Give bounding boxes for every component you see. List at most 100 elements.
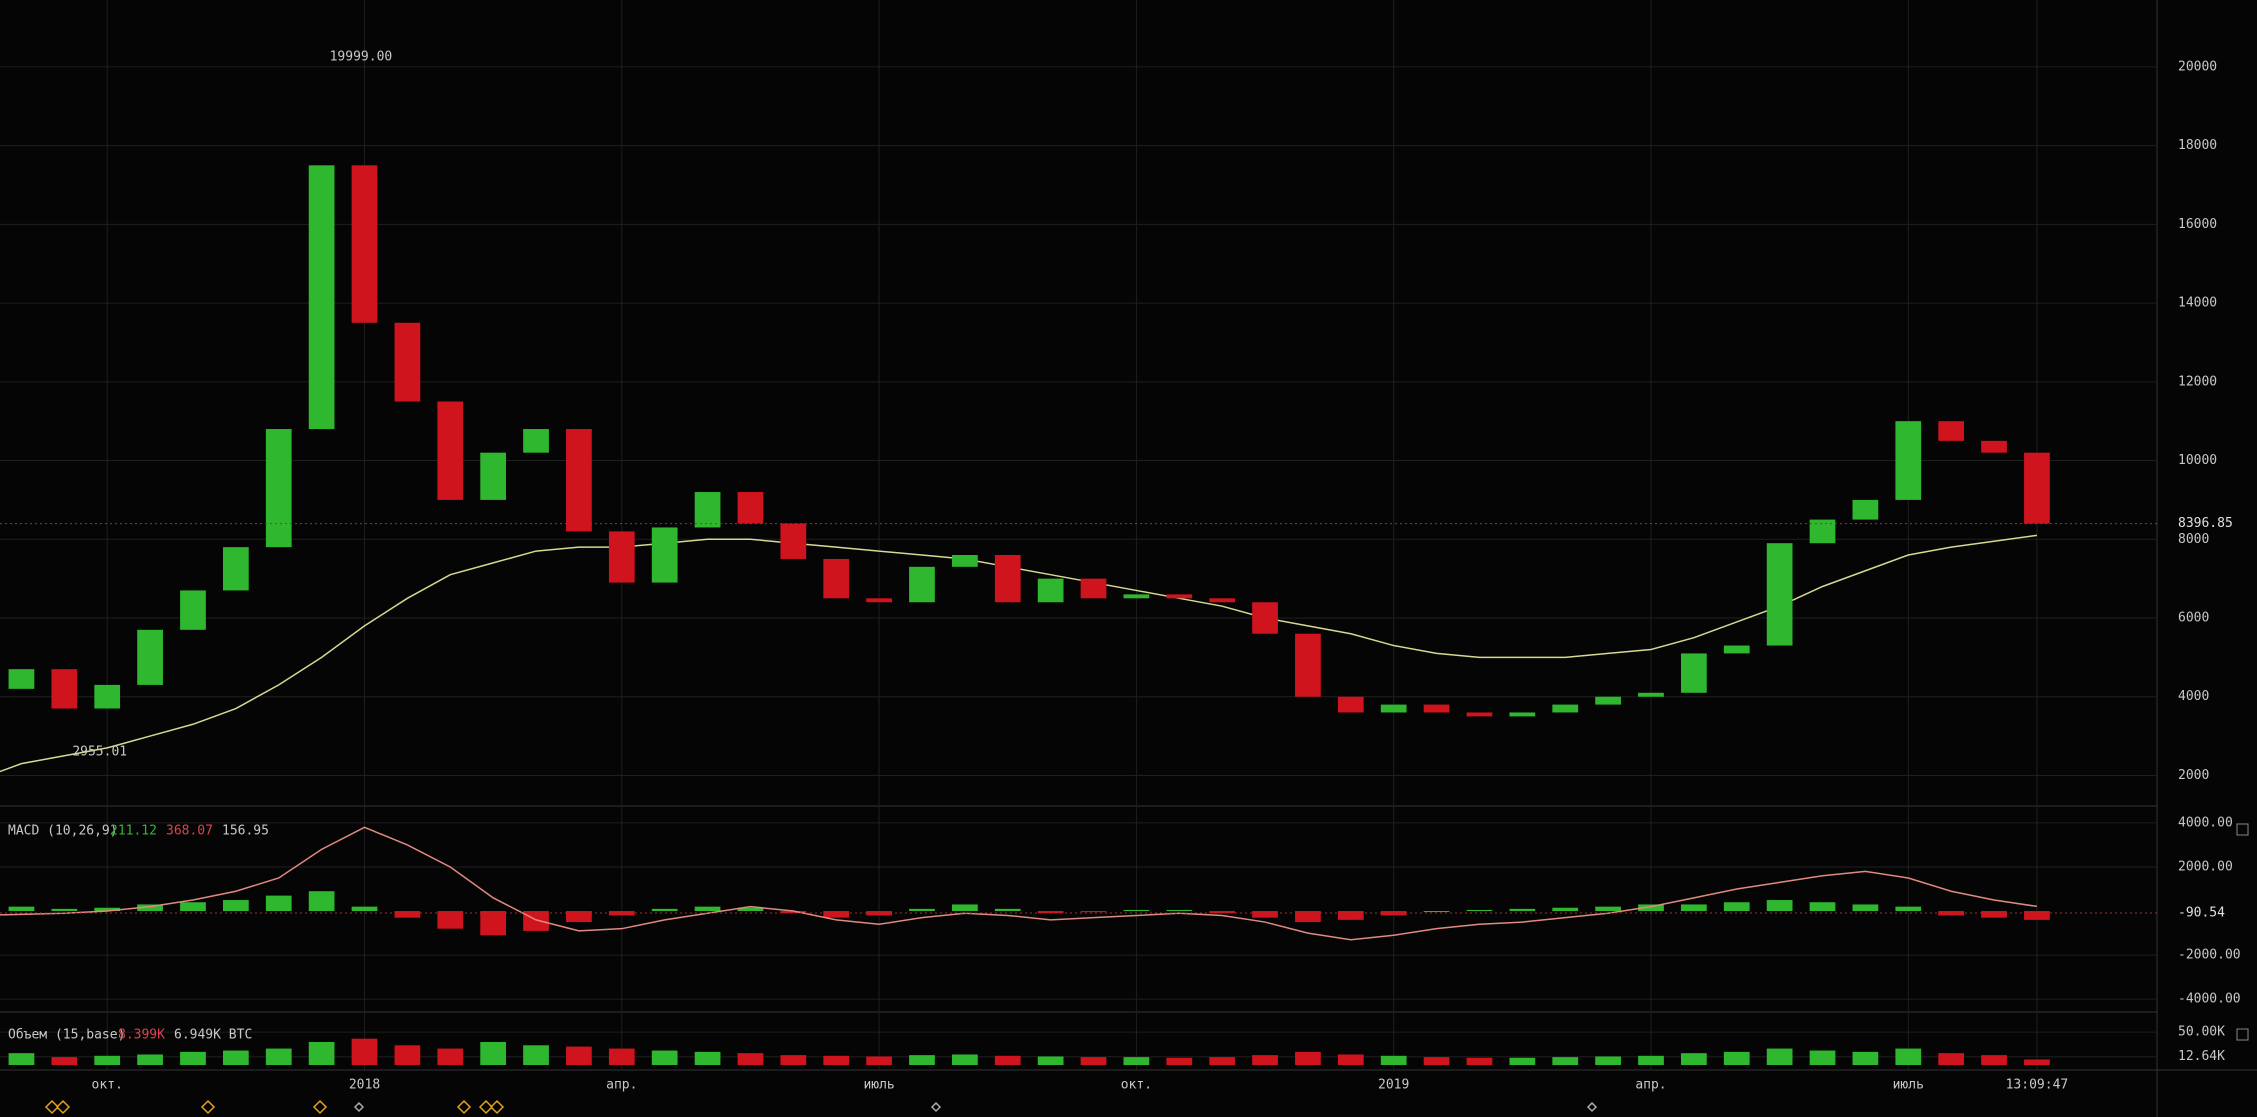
- panel-title: Объем (15,base): [8, 1028, 125, 1043]
- histogram-bar: [994, 908, 1021, 912]
- candle: [1037, 578, 1064, 603]
- histogram-bar: [94, 907, 121, 912]
- readout: 368.07: [166, 824, 213, 839]
- volume-bar: [1037, 1056, 1064, 1065]
- histogram-bar: [137, 904, 163, 912]
- candle: [951, 555, 978, 567]
- volume-bar: [1509, 1057, 1536, 1065]
- histogram-bar: [394, 911, 421, 918]
- x-tick-label: 13:09:47: [2006, 1078, 2069, 1093]
- candle: [437, 401, 464, 500]
- candle: [994, 555, 1021, 603]
- candle: [1809, 519, 1836, 544]
- volume-bar: [1423, 1057, 1450, 1065]
- volume-bar: [608, 1048, 635, 1065]
- y-tick-label: 2000: [2178, 768, 2209, 783]
- histogram-bar: [866, 911, 892, 916]
- volume-bar: [823, 1055, 850, 1065]
- volume-bar: [480, 1042, 507, 1065]
- y-tick-label: 50.00K: [2178, 1025, 2225, 1040]
- candle: [1080, 578, 1107, 599]
- candle: [1295, 633, 1321, 697]
- histogram-bar: [1380, 911, 1407, 916]
- last-price-label: 8396.85: [2178, 516, 2233, 531]
- readout: 6.949K BTC: [174, 1028, 252, 1043]
- histogram-bar: [480, 911, 507, 936]
- volume-bar: [94, 1055, 121, 1065]
- candle: [480, 452, 507, 500]
- histogram-bar: [694, 906, 721, 912]
- volume-bar: [437, 1048, 464, 1065]
- close-button[interactable]: [2236, 823, 2249, 836]
- macd-line: [0, 826, 2038, 941]
- y-tick-label: -4000.00: [2178, 992, 2241, 1007]
- histogram-bar: [1337, 911, 1364, 920]
- readout: 211.12: [110, 824, 157, 839]
- event-markers: [44, 1099, 1598, 1115]
- volume-bar: [1466, 1057, 1493, 1065]
- close-button[interactable]: [2236, 1028, 2249, 1041]
- volume-bar: [1723, 1051, 1750, 1065]
- candle: [909, 566, 935, 603]
- candle: [1380, 704, 1407, 713]
- candle: [51, 669, 78, 709]
- candle: [1166, 594, 1193, 599]
- volume-bar: [51, 1057, 78, 1065]
- y-tick-label: 10000: [2178, 453, 2217, 468]
- histogram-bar: [2024, 911, 2050, 920]
- volume-bar: [1209, 1057, 1236, 1065]
- annotation: 2955.01: [72, 744, 127, 759]
- histogram-bar: [1723, 902, 1750, 912]
- candle: [523, 429, 549, 453]
- y-tick-label: -2000.00: [2178, 948, 2241, 963]
- candle: [866, 598, 892, 603]
- y-tick-label: 12000: [2178, 374, 2217, 389]
- histogram-bar: [1552, 907, 1579, 912]
- candle: [1466, 712, 1493, 717]
- histogram-bar: [265, 895, 292, 912]
- x-tick-label: апр.: [606, 1078, 637, 1093]
- volume-bar: [1380, 1055, 1407, 1065]
- volume-bar: [1938, 1053, 1965, 1065]
- histogram-bar: [1423, 911, 1450, 913]
- volume-bar: [694, 1051, 721, 1065]
- candle: [1552, 704, 1579, 713]
- volume-bar: [566, 1046, 592, 1065]
- candle: [351, 165, 378, 323]
- volume-bar: [909, 1055, 935, 1065]
- volume-bar: [994, 1055, 1021, 1065]
- candle: [737, 492, 764, 524]
- x-tick-label: апр.: [1635, 1078, 1666, 1093]
- volume-bar: [394, 1045, 421, 1065]
- histogram-bar: [780, 911, 807, 914]
- histogram-bar: [8, 906, 35, 912]
- candle: [1938, 421, 1965, 441]
- candle: [780, 523, 807, 559]
- y-tick-label: 18000: [2178, 138, 2217, 153]
- histogram-bar: [1638, 904, 1664, 912]
- x-tick-label: 2019: [1378, 1078, 1409, 1093]
- event-marker: [353, 1101, 1598, 1113]
- histogram-bar: [1681, 904, 1707, 912]
- candle: [2024, 452, 2050, 524]
- histogram-bar: [1895, 906, 1922, 912]
- histogram-bar: [1509, 908, 1536, 912]
- candle: [566, 429, 592, 532]
- x-tick-label: окт.: [1121, 1078, 1152, 1093]
- histogram-bar: [1852, 904, 1879, 912]
- volume-bar: [1295, 1051, 1321, 1065]
- candle: [137, 629, 163, 685]
- histogram-bar: [823, 911, 850, 918]
- histogram-bar: [1166, 909, 1193, 912]
- volume-bar: [1080, 1057, 1107, 1065]
- volume-bar: [1123, 1057, 1150, 1065]
- event-marker: [44, 1099, 505, 1115]
- y-tick-label: 4000: [2178, 689, 2209, 704]
- volume-bar: [1337, 1054, 1364, 1065]
- volume-bar: [8, 1053, 35, 1065]
- volume-bar: [866, 1056, 892, 1065]
- volume-bar: [951, 1054, 978, 1065]
- y-tick-label: 12.64K: [2178, 1049, 2225, 1064]
- histogram-bar: [1080, 911, 1107, 913]
